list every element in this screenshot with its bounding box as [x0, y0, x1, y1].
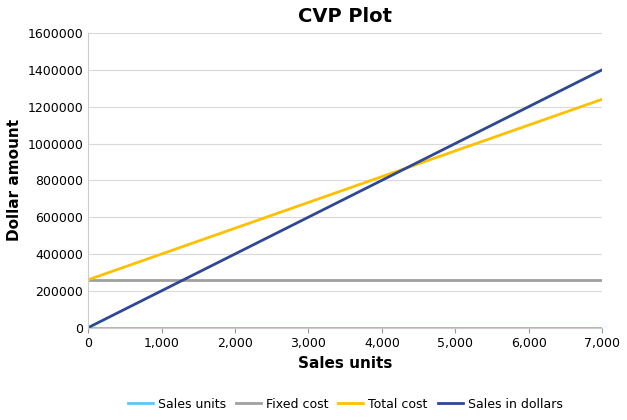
Total cost: [451, 148, 459, 153]
Sales units: [158, 325, 166, 330]
Sales in dollars: [231, 252, 239, 257]
Fixed cost: [305, 277, 312, 282]
Sales in dollars: [305, 215, 312, 220]
Sales units: [451, 325, 459, 330]
Sales in dollars: [158, 288, 166, 293]
Fixed cost: [525, 277, 532, 282]
Y-axis label: Dollar amount: Dollar amount: [7, 119, 22, 242]
Total cost: [231, 226, 239, 231]
Sales in dollars: [85, 325, 92, 330]
Fixed cost: [85, 277, 92, 282]
Sales units: [305, 325, 312, 330]
Sales in dollars: [525, 104, 532, 109]
X-axis label: Sales units: Sales units: [298, 356, 393, 371]
Sales units: [598, 325, 606, 330]
Total cost: [85, 277, 92, 282]
Fixed cost: [231, 277, 239, 282]
Title: CVP Plot: CVP Plot: [298, 7, 392, 26]
Fixed cost: [598, 277, 606, 282]
Fixed cost: [378, 277, 386, 282]
Total cost: [305, 200, 312, 205]
Total cost: [378, 174, 386, 179]
Line: Total cost: Total cost: [88, 99, 602, 280]
Sales units: [378, 325, 386, 330]
Total cost: [598, 97, 606, 102]
Total cost: [158, 252, 166, 257]
Fixed cost: [158, 277, 166, 282]
Sales in dollars: [451, 141, 459, 146]
Sales units: [85, 325, 92, 330]
Sales units: [231, 325, 239, 330]
Sales in dollars: [378, 178, 386, 183]
Legend: Sales units, Fixed cost, Total cost, Sales in dollars: Sales units, Fixed cost, Total cost, Sal…: [123, 393, 567, 416]
Sales units: [525, 325, 532, 330]
Line: Sales in dollars: Sales in dollars: [88, 70, 602, 328]
Sales in dollars: [598, 67, 606, 72]
Total cost: [525, 123, 532, 128]
Fixed cost: [451, 277, 459, 282]
